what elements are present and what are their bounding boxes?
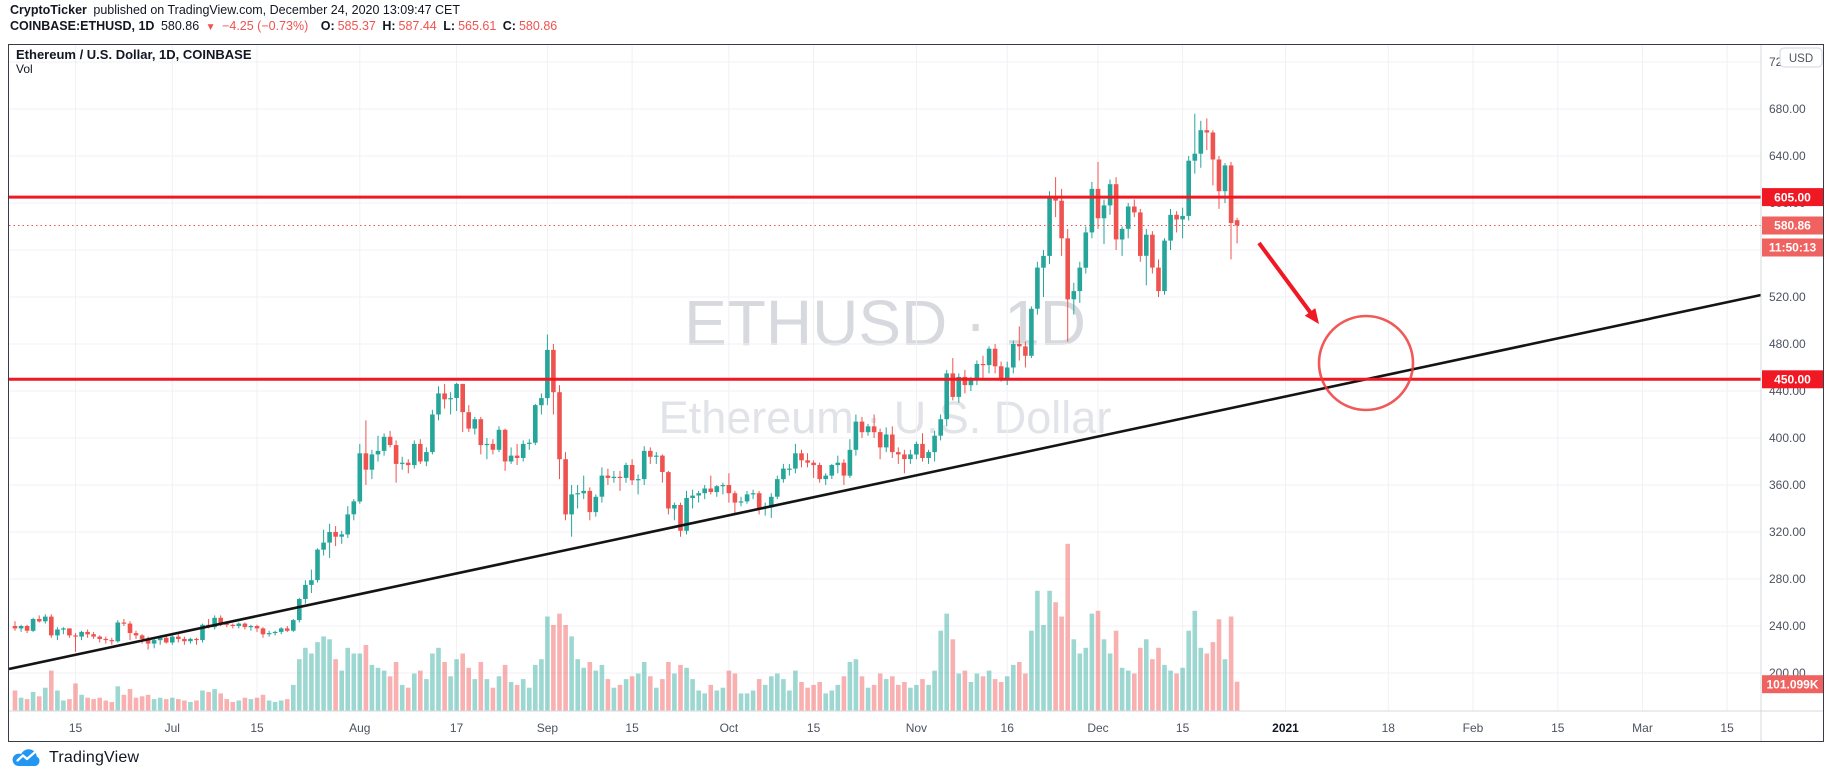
low-label: L: — [443, 19, 456, 33]
svg-text:15: 15 — [807, 721, 821, 735]
svg-text:640.00: 640.00 — [1769, 149, 1806, 163]
legend-symbol-title: Ethereum / U.S. Dollar, 1D, COINBASE — [16, 47, 252, 62]
symbol-label: COINBASE:ETHUSD, 1D — [10, 19, 155, 33]
price-tag-level-450.00: 450.00 — [1762, 370, 1823, 389]
tradingview-logo[interactable]: TradingView — [12, 747, 139, 769]
down-triangle-icon: ▼ — [205, 22, 216, 33]
last-price: 580.86 — [160, 19, 200, 33]
svg-text:15: 15 — [250, 721, 264, 735]
horizontal-levels — [9, 195, 1761, 381]
tradingview-cloud-icon — [12, 749, 40, 767]
high-value: 587.44 — [398, 19, 437, 33]
svg-text:Feb: Feb — [1463, 721, 1484, 735]
svg-text:16: 16 — [1001, 721, 1015, 735]
svg-text:USD: USD — [1789, 53, 1813, 65]
svg-text:280.00: 280.00 — [1769, 572, 1806, 586]
open-label: O: — [320, 19, 335, 33]
svg-text:15: 15 — [69, 721, 83, 735]
drawn-arrow — [1257, 241, 1319, 324]
grid — [9, 45, 1761, 711]
svg-text:Sep: Sep — [537, 721, 559, 735]
svg-text:15: 15 — [625, 721, 639, 735]
quote-row: COINBASE:ETHUSD, 1D 580.86 ▼ −4.25 (−0.7… — [10, 19, 560, 33]
svg-text:Aug: Aug — [349, 721, 370, 735]
svg-text:450.00: 450.00 — [1774, 372, 1811, 386]
currency-button[interactable]: USD — [1779, 47, 1823, 68]
chart-legend: Ethereum / U.S. Dollar, 1D, COINBASE Vol — [16, 47, 252, 77]
svg-text:320.00: 320.00 — [1769, 525, 1806, 539]
low-value: 565.61 — [458, 19, 497, 33]
svg-text:240.00: 240.00 — [1769, 619, 1806, 633]
open-value: 585.37 — [337, 19, 376, 33]
high-label: H: — [382, 19, 396, 33]
candlestick-series — [12, 113, 1240, 652]
svg-text:680.00: 680.00 — [1769, 102, 1806, 116]
volume-series — [12, 543, 1240, 711]
volume-tag: 101.099K — [1762, 675, 1823, 694]
ascending-trendline[interactable] — [8, 293, 1762, 671]
close-label: C: — [502, 19, 516, 33]
svg-text:18: 18 — [1382, 721, 1396, 735]
svg-text:520.00: 520.00 — [1769, 290, 1806, 304]
svg-text:15: 15 — [1551, 721, 1565, 735]
svg-text:Dec: Dec — [1087, 721, 1108, 735]
bar-countdown-tag: 11:50:13 — [1762, 238, 1823, 257]
svg-text:17: 17 — [450, 721, 464, 735]
svg-text:580.86: 580.86 — [1774, 219, 1811, 233]
svg-text:2021: 2021 — [1272, 721, 1299, 735]
svg-text:Nov: Nov — [906, 721, 927, 735]
svg-text:15: 15 — [1720, 721, 1734, 735]
svg-text:101.099K: 101.099K — [1766, 677, 1818, 691]
byline-text: published on TradingView.com, December 2… — [89, 3, 461, 17]
drawn-circle[interactable] — [1317, 314, 1415, 412]
svg-text:400.00: 400.00 — [1769, 431, 1806, 445]
byline: CryptoTicker published on TradingView.co… — [10, 3, 463, 17]
legend-volume-label: Vol — [16, 62, 33, 76]
time-axis[interactable]: 15 Jul 15 Aug 17 Sep 15 Oct 15 Nov 16 Dec 15 2021 18 Fe… — [69, 721, 1734, 735]
svg-text:Oct: Oct — [720, 721, 739, 735]
svg-text:11:50:13: 11:50:13 — [1769, 241, 1817, 255]
tradingview-logo-text: TradingView — [49, 749, 140, 766]
price-chart[interactable]: ETHUSD · 1D Ethereum · U.S. Dollar 720.0… — [8, 45, 1823, 741]
close-value: 580.86 — [518, 19, 558, 33]
price-axis[interactable]: 720.00680.00640.00600.00560.00520.00480.… — [1769, 55, 1806, 680]
price-change: −4.25 (−0.73%) — [222, 19, 309, 33]
svg-text:480.00: 480.00 — [1769, 337, 1806, 351]
svg-text:605.00: 605.00 — [1774, 190, 1811, 204]
price-tag-last: 580.86 — [1762, 216, 1823, 235]
svg-text:Jul: Jul — [165, 721, 180, 735]
price-tag-level-605.00: 605.00 — [1762, 188, 1823, 207]
chart-panel[interactable]: Ethereum / U.S. Dollar, 1D, COINBASE Vol… — [8, 44, 1824, 742]
svg-text:360.00: 360.00 — [1769, 478, 1806, 492]
svg-text:Mar: Mar — [1632, 721, 1653, 735]
author-name: CryptoTicker — [10, 3, 87, 17]
svg-text:15: 15 — [1176, 721, 1190, 735]
